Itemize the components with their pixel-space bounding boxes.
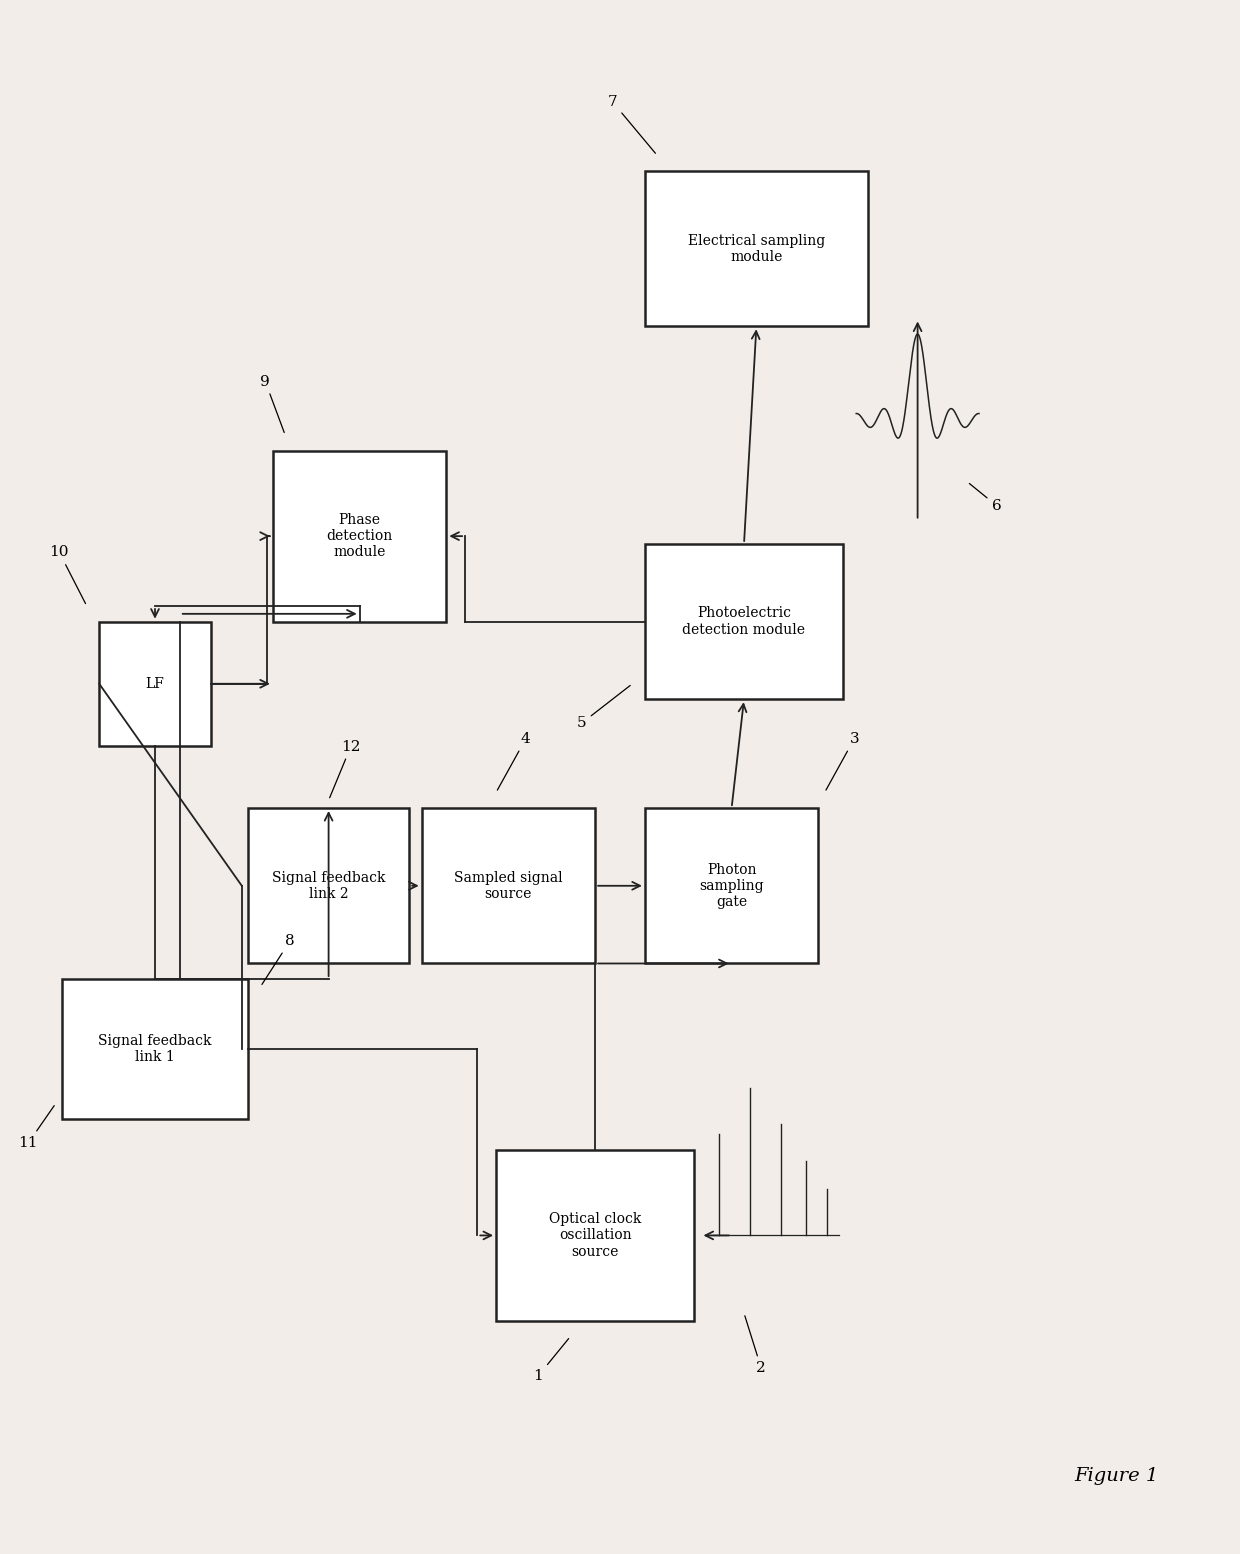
Text: Optical clock
oscillation
source: Optical clock oscillation source	[549, 1212, 641, 1259]
Text: 10: 10	[50, 545, 86, 603]
Text: Photoelectric
detection module: Photoelectric detection module	[682, 606, 806, 637]
Text: Electrical sampling
module: Electrical sampling module	[688, 233, 825, 264]
Text: 4: 4	[497, 732, 531, 789]
Text: Phase
detection
module: Phase detection module	[326, 513, 393, 559]
Text: LF: LF	[145, 676, 165, 692]
Bar	[645, 808, 818, 963]
Bar	[273, 451, 446, 622]
Text: 7: 7	[608, 95, 656, 154]
Text: 3: 3	[826, 732, 859, 789]
Text: 1: 1	[533, 1338, 569, 1383]
Text: Photon
sampling
gate: Photon sampling gate	[699, 862, 764, 909]
Text: 8: 8	[262, 934, 295, 984]
Bar	[645, 171, 868, 326]
Text: Figure 1: Figure 1	[1074, 1467, 1158, 1486]
Text: 2: 2	[745, 1316, 766, 1375]
Bar	[645, 544, 843, 699]
Bar	[422, 808, 595, 963]
Bar	[62, 979, 248, 1119]
Text: 11: 11	[19, 1105, 55, 1150]
Text: 6: 6	[970, 483, 1002, 513]
Text: 12: 12	[330, 740, 361, 797]
Text: 9: 9	[260, 375, 284, 432]
Text: Signal feedback
link 2: Signal feedback link 2	[272, 870, 386, 901]
Text: Signal feedback
link 1: Signal feedback link 1	[98, 1033, 212, 1064]
Text: 5: 5	[577, 685, 630, 730]
Bar	[99, 622, 211, 746]
Bar	[248, 808, 409, 963]
Bar	[496, 1150, 694, 1321]
Text: Sampled signal
source: Sampled signal source	[454, 870, 563, 901]
